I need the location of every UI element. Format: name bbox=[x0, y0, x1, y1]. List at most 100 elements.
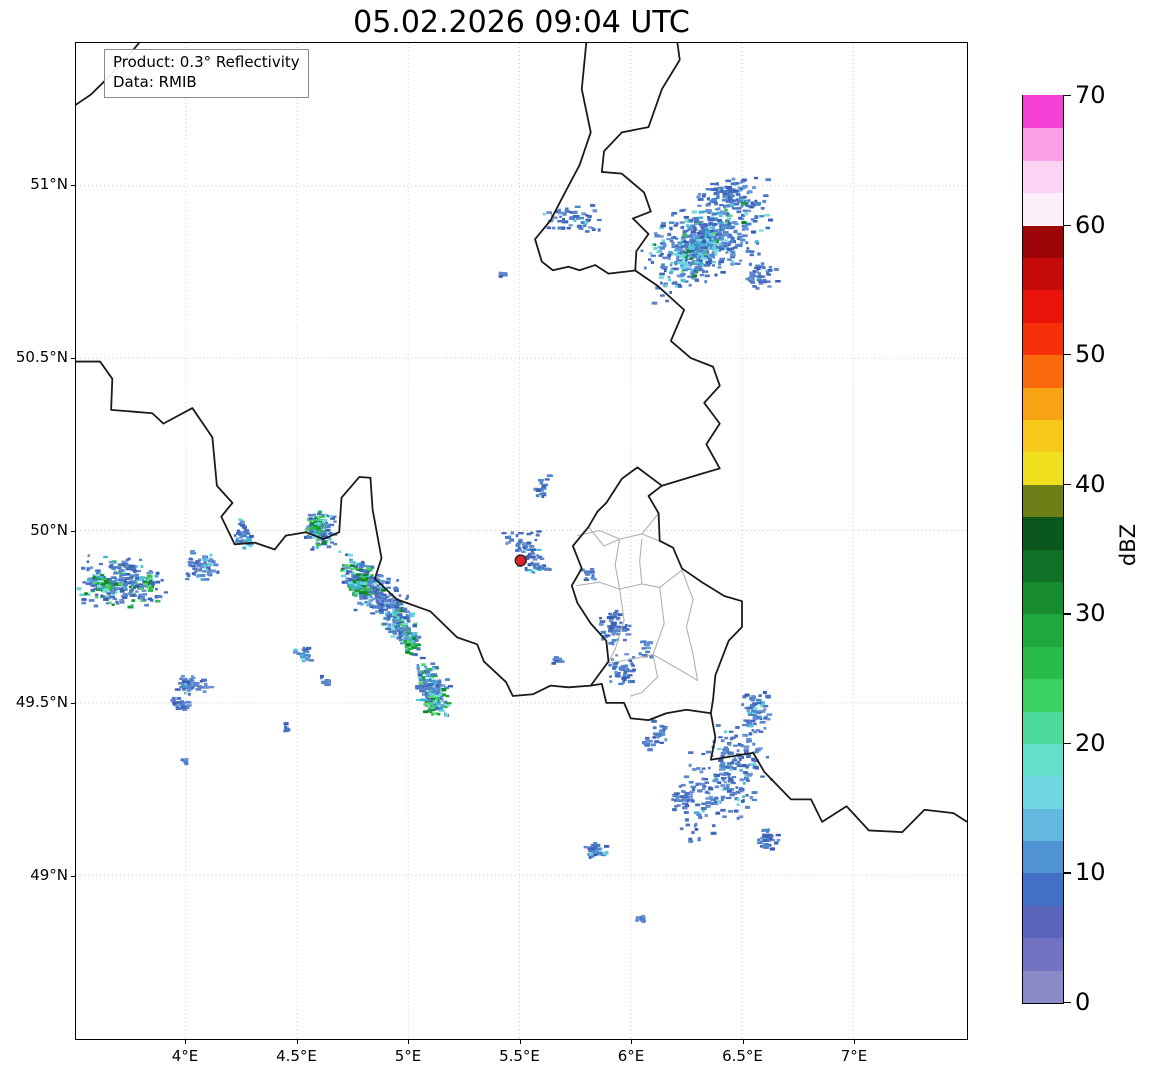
colorbar-segment bbox=[1023, 354, 1063, 388]
radar-echo-bin bbox=[339, 569, 345, 572]
radar-echo-bin bbox=[669, 271, 673, 275]
radar-echo-bin bbox=[726, 223, 730, 227]
radar-echo-bin bbox=[714, 239, 719, 243]
radar-echo-bin bbox=[739, 758, 742, 761]
radar-echo-bin bbox=[438, 709, 445, 713]
colorbar-tick-label: 10 bbox=[1075, 858, 1106, 887]
radar-echo-bin bbox=[138, 587, 144, 591]
radar-echo-bin bbox=[712, 779, 719, 783]
radar-echo-bin bbox=[585, 570, 590, 573]
radar-echo-bin bbox=[708, 246, 711, 250]
radar-echo-bin bbox=[678, 275, 684, 278]
radar-echo-bin bbox=[138, 578, 143, 582]
radar-echo-bin bbox=[659, 724, 665, 728]
annotation-product-line: Product: 0.3° Reflectivity bbox=[113, 53, 300, 71]
radar-echo-bin bbox=[728, 196, 733, 200]
radar-echo-bin bbox=[402, 624, 407, 627]
radar-echo-bin bbox=[89, 566, 94, 569]
radar-echo-bin bbox=[752, 742, 756, 746]
radar-echo-bin bbox=[365, 592, 369, 597]
radar-echo-bin bbox=[705, 791, 708, 794]
radar-echo-bin bbox=[736, 749, 740, 753]
radar-echo-bin bbox=[140, 595, 145, 599]
radar-echo-bin bbox=[358, 565, 365, 569]
radar-echo-bin bbox=[732, 188, 736, 191]
radar-echo-bin bbox=[750, 250, 755, 253]
radar-echo-bin bbox=[669, 227, 673, 231]
radar-echo-bin bbox=[731, 776, 737, 779]
radar-echo-bin bbox=[723, 771, 729, 775]
radar-echo-bin bbox=[684, 264, 689, 267]
radar-echo-bin bbox=[341, 567, 344, 571]
radar-echo-bin bbox=[119, 598, 125, 602]
radar-echo-bin bbox=[752, 751, 756, 754]
radar-echo-bin bbox=[110, 593, 116, 596]
radar-echo-bin bbox=[593, 842, 598, 845]
radar-echo-bin bbox=[530, 550, 534, 554]
radar-echo-bin bbox=[129, 564, 135, 568]
radar-echo-bin bbox=[238, 518, 243, 521]
radar-echo-bin bbox=[691, 239, 697, 243]
radar-echo-bin bbox=[202, 679, 206, 683]
radar-echo-bin bbox=[752, 717, 757, 720]
radar-echo-bin bbox=[378, 575, 384, 578]
radar-echo-bin bbox=[691, 228, 696, 232]
radar-echo-bin bbox=[537, 566, 541, 569]
radar-echo-bin bbox=[739, 217, 745, 221]
radar-echo-bin bbox=[359, 597, 363, 600]
admin-border bbox=[587, 526, 621, 547]
radar-echo-bin bbox=[333, 520, 337, 523]
radar-echo-bin bbox=[752, 702, 758, 706]
radar-echo-bin bbox=[191, 572, 195, 575]
radar-echo-bin bbox=[349, 561, 355, 564]
radar-echo-bin bbox=[745, 241, 749, 245]
radar-echo-bin bbox=[737, 232, 742, 236]
radar-echo-bin bbox=[632, 668, 636, 672]
radar-echo-bin bbox=[610, 641, 614, 645]
radar-echo-bin bbox=[686, 245, 690, 249]
radar-echo-bin bbox=[717, 207, 721, 211]
radar-echo-bin bbox=[109, 580, 114, 584]
radar-echo-bin bbox=[726, 789, 732, 793]
radar-echo-bin bbox=[731, 177, 736, 181]
radar-echo-bin bbox=[436, 698, 442, 701]
radar-echo-bin bbox=[696, 254, 700, 258]
radar-echo-bin bbox=[106, 584, 110, 588]
colorbar-segment bbox=[1023, 808, 1063, 841]
radar-echo-bin bbox=[365, 582, 369, 585]
radar-echo-bin bbox=[700, 225, 706, 228]
radar-echo-bin bbox=[729, 793, 735, 797]
radar-echo-bin bbox=[716, 774, 720, 778]
radar-echo-bin bbox=[686, 249, 693, 253]
colorbar-tick bbox=[1064, 613, 1071, 615]
radar-echo-bin bbox=[443, 701, 447, 704]
radar-echo-bin bbox=[391, 618, 397, 621]
radar-echo-bin bbox=[691, 210, 698, 214]
radar-echo-bin bbox=[684, 818, 689, 822]
radar-echo-bin bbox=[720, 754, 725, 758]
radar-echo-bin bbox=[694, 811, 700, 815]
radar-echo-bin bbox=[652, 726, 657, 730]
radar-echo-bin bbox=[689, 790, 695, 793]
radar-echo-bin bbox=[180, 700, 185, 703]
radar-echo-bin bbox=[650, 261, 655, 264]
radar-echo-bin bbox=[393, 598, 399, 602]
radar-echo-bin bbox=[661, 222, 667, 225]
radar-echo-bin bbox=[546, 474, 553, 478]
colorbar-segment bbox=[1023, 872, 1063, 906]
radar-echo-bin bbox=[118, 582, 123, 586]
radar-echo-bin bbox=[561, 226, 566, 230]
radar-echo-bin bbox=[708, 786, 712, 790]
radar-echo-bin bbox=[721, 226, 725, 229]
radar-echo-bin bbox=[719, 764, 726, 768]
radar-echo-bin bbox=[203, 561, 207, 565]
radar-echo-bin bbox=[323, 513, 327, 517]
radar-echo-bin bbox=[353, 608, 358, 612]
radar-echo-bin bbox=[688, 798, 694, 802]
radar-echo-bin bbox=[738, 189, 742, 193]
radar-echo-bin bbox=[631, 664, 635, 667]
radar-echo-bin bbox=[397, 613, 403, 617]
radar-echo-bin bbox=[752, 285, 756, 288]
radar-echo-bin bbox=[611, 622, 617, 626]
radar-echo-bin bbox=[661, 239, 666, 243]
